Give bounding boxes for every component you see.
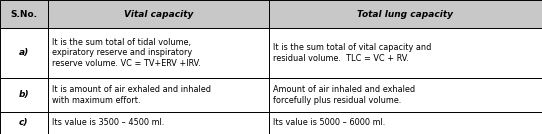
Bar [269, 28, 542, 78]
Text: It is the sum total of vital capacity and
residual volume.  TLC = VC + RV.: It is the sum total of vital capacity an… [273, 43, 431, 63]
Text: a): a) [19, 48, 29, 57]
Bar [48, 0, 269, 28]
Text: b): b) [18, 90, 29, 99]
Bar [0, 0, 48, 28]
Bar [0, 28, 48, 78]
Text: Total lung capacity: Total lung capacity [357, 10, 454, 19]
Text: It is the sum total of tidal volume,
expiratory reserve and inspiratory
reserve : It is the sum total of tidal volume, exp… [52, 38, 201, 68]
Bar [48, 78, 269, 112]
Text: Its value is 3500 – 4500 ml.: Its value is 3500 – 4500 ml. [52, 118, 164, 127]
Text: c): c) [19, 118, 29, 127]
Text: Vital capacity: Vital capacity [124, 10, 193, 19]
Bar [48, 28, 269, 78]
Bar [269, 112, 542, 134]
Bar [48, 112, 269, 134]
Bar [269, 78, 542, 112]
Text: Its value is 5000 – 6000 ml.: Its value is 5000 – 6000 ml. [273, 118, 385, 127]
Text: It is amount of air exhaled and inhaled
with maximum effort.: It is amount of air exhaled and inhaled … [52, 85, 211, 105]
Bar [0, 112, 48, 134]
Bar [269, 0, 542, 28]
Text: Amount of air inhaled and exhaled
forcefully plus residual volume.: Amount of air inhaled and exhaled forcef… [273, 85, 415, 105]
Text: S.No.: S.No. [10, 10, 37, 19]
Bar [0, 78, 48, 112]
